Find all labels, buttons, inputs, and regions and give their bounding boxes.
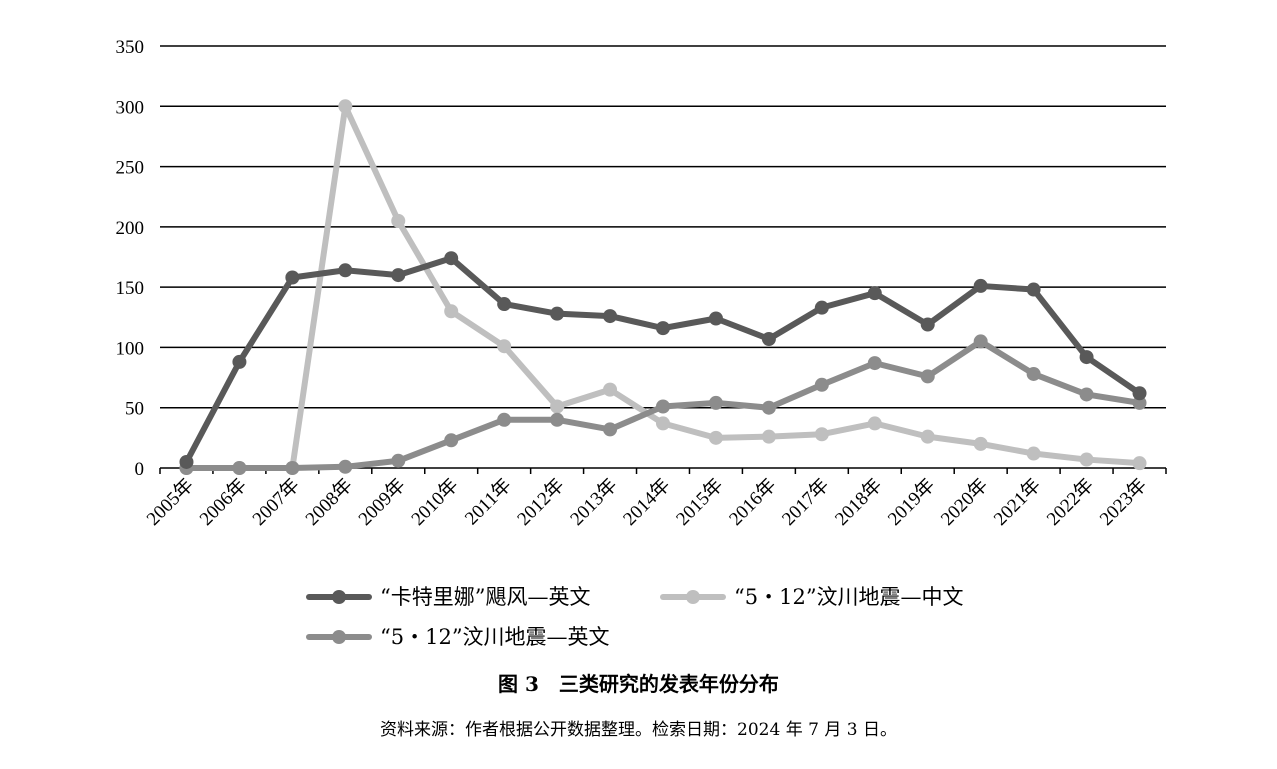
- x-tick-label: 2009年: [354, 474, 410, 530]
- data-point: [603, 382, 618, 397]
- x-tick-label: 2023年: [1095, 474, 1151, 530]
- legend-swatch: [306, 630, 372, 644]
- data-point: [1132, 456, 1147, 471]
- data-point: [761, 429, 776, 444]
- x-tick-label: 2018年: [830, 474, 886, 530]
- data-point: [338, 459, 353, 474]
- data-point: [973, 334, 988, 349]
- data-point: [814, 300, 829, 315]
- data-point: [761, 331, 776, 346]
- x-tick-label: 2022年: [1042, 474, 1098, 530]
- data-point: [391, 213, 406, 228]
- data-point: [920, 429, 935, 444]
- data-point: [656, 416, 670, 431]
- data-point: [338, 99, 353, 114]
- data-point: [179, 454, 194, 469]
- x-tick-label: 2012年: [513, 474, 569, 530]
- data-point: [338, 263, 353, 278]
- data-point: [867, 286, 882, 301]
- data-point: [1026, 446, 1041, 461]
- x-tick-label: 2007年: [248, 474, 304, 530]
- data-point: [973, 436, 988, 451]
- data-point: [232, 354, 247, 369]
- x-tick-label: 2005年: [142, 474, 198, 530]
- data-point: [708, 311, 723, 326]
- legend-item-katrina-english: “卡特里娜”飓风—英文: [306, 581, 590, 611]
- legend-label: “5・12”汶川地震—中文: [734, 585, 964, 609]
- data-point: [550, 306, 565, 321]
- legend-item-wenchuan-chinese: “5・12”汶川地震—中文: [660, 581, 964, 611]
- y-tick-label: 350: [116, 37, 145, 58]
- data-point: [1132, 395, 1147, 410]
- x-tick-label: 2011年: [460, 474, 515, 529]
- legend-swatch: [306, 590, 372, 604]
- data-point: [708, 430, 723, 445]
- data-point: [1079, 452, 1094, 467]
- x-tick-label: 2016年: [725, 474, 781, 530]
- data-point: [920, 369, 935, 384]
- data-point: [603, 422, 618, 437]
- x-tick-label: 2008年: [301, 474, 357, 530]
- legend-label: “卡特里娜”飓风—英文: [380, 585, 591, 609]
- data-point: [497, 339, 512, 354]
- data-point: [550, 412, 565, 427]
- data-point: [391, 453, 406, 468]
- y-tick-label: 50: [125, 399, 144, 420]
- data-point: [497, 412, 512, 427]
- line-chart: 0 50 100 150 200 250 300 350 2005年2006年2007年2008…: [116, 37, 1167, 530]
- data-point: [1132, 386, 1147, 401]
- x-tick-label: 2017年: [778, 474, 834, 530]
- figure-caption: 图 3 三类研究的发表年份分布: [498, 672, 779, 696]
- y-tick-label: 300: [116, 97, 145, 118]
- y-tick-label: 0: [135, 459, 145, 480]
- data-point: [1079, 387, 1094, 402]
- x-tick-label: 2020年: [936, 474, 992, 530]
- x-tick-label: 2019年: [883, 474, 939, 530]
- x-tick-label: 2014年: [619, 474, 675, 530]
- data-point: [444, 433, 459, 448]
- series-line: [183, 255, 1143, 465]
- data-point: [656, 321, 670, 336]
- data-point: [1026, 282, 1041, 297]
- data-point: [867, 356, 882, 371]
- data-point: [232, 461, 247, 475]
- source-note: 资料来源：作者根据公开数据整理。检索日期：2024 年 7 月 3 日。: [380, 720, 897, 740]
- data-point: [444, 304, 459, 319]
- x-tick-label: 2006年: [195, 474, 251, 530]
- legend-item-wenchuan-english: “5・12”汶川地震—英文: [306, 621, 610, 651]
- data-point: [814, 377, 829, 392]
- data-point: [603, 309, 618, 324]
- legend-label: “5・12”汶川地震—英文: [380, 625, 610, 649]
- data-point: [550, 399, 565, 414]
- data-point: [761, 400, 776, 415]
- data-point: [1079, 350, 1094, 365]
- y-tick-label: 250: [116, 158, 145, 179]
- data-point: [814, 427, 829, 442]
- x-tick-label: 2015年: [672, 474, 728, 530]
- data-point: [285, 270, 300, 285]
- data-point: [444, 251, 459, 266]
- data-point: [656, 399, 670, 414]
- y-tick-label: 150: [116, 278, 145, 299]
- data-point: [1026, 366, 1041, 381]
- legend-swatch: [660, 590, 726, 604]
- y-tick-label: 200: [116, 218, 145, 239]
- data-point: [285, 461, 300, 475]
- x-tick-label: 2021年: [989, 474, 1045, 530]
- data-point: [497, 297, 512, 312]
- data-point: [391, 268, 406, 283]
- x-tick-label: 2010年: [407, 474, 463, 530]
- x-tick-label: 2013年: [566, 474, 622, 530]
- data-point: [920, 317, 935, 332]
- data-point: [867, 416, 882, 431]
- y-tick-label: 100: [116, 338, 145, 359]
- data-point: [708, 395, 723, 410]
- data-point: [973, 278, 988, 293]
